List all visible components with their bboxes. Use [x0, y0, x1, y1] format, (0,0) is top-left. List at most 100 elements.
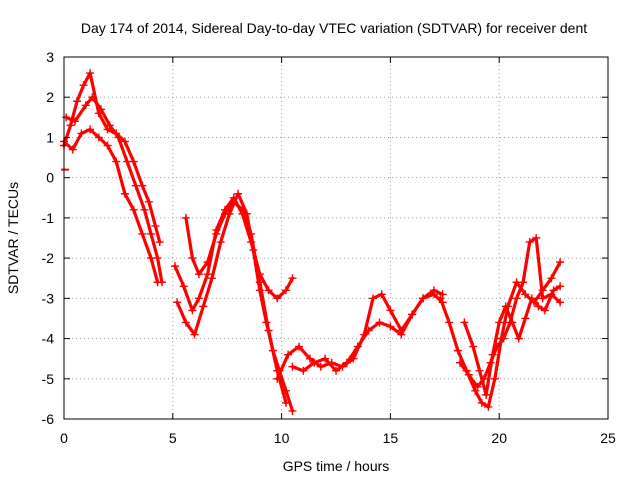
data-point	[105, 121, 114, 130]
series-track-h	[288, 290, 447, 375]
data-point	[123, 157, 132, 166]
data-point	[181, 318, 190, 327]
data-point	[495, 318, 504, 327]
data-point	[295, 342, 304, 351]
data-point	[207, 274, 216, 283]
data-point	[179, 282, 188, 291]
data-point	[534, 302, 543, 311]
data-point	[77, 129, 86, 138]
data-point	[508, 318, 517, 327]
data-point	[519, 278, 528, 287]
series-track-e	[170, 193, 297, 315]
series-track-c	[60, 125, 162, 287]
y-tick-label: 0	[46, 170, 54, 186]
data-point	[538, 294, 547, 303]
data-point	[386, 306, 395, 315]
data-point	[556, 258, 565, 267]
data-point	[216, 238, 225, 247]
series-line	[438, 260, 562, 409]
y-tick-label: 2	[46, 89, 54, 105]
data-point	[96, 105, 105, 114]
series-track-f	[181, 197, 290, 407]
data-point	[512, 294, 521, 303]
y-tick-label: -1	[42, 210, 55, 226]
data-point	[79, 81, 88, 90]
data-point	[181, 213, 190, 222]
data-point	[514, 334, 523, 343]
data-point	[194, 294, 203, 303]
data-point	[68, 145, 77, 154]
data-point	[353, 342, 362, 351]
data-point	[212, 229, 221, 238]
y-tick-label: -4	[42, 331, 55, 347]
data-point	[70, 117, 79, 126]
grid-lines	[64, 57, 608, 419]
data-point	[368, 294, 377, 303]
x-tick-label: 0	[60, 430, 68, 446]
data-point	[386, 322, 395, 331]
x-tick-label: 5	[169, 430, 177, 446]
data-point	[473, 382, 482, 391]
data-point	[288, 406, 297, 415]
data-point	[264, 286, 273, 295]
data-point	[501, 302, 510, 311]
plot-frame	[63, 56, 609, 420]
data-point	[499, 334, 508, 343]
data-point	[66, 121, 75, 130]
data-point	[129, 205, 138, 214]
data-point	[316, 362, 325, 371]
data-point	[194, 270, 203, 279]
data-point	[281, 286, 290, 295]
data-point	[284, 350, 293, 359]
y-tick-label: -5	[42, 371, 55, 387]
data-point	[453, 346, 462, 355]
series-line	[290, 292, 445, 373]
data-point	[397, 330, 406, 339]
series-line	[62, 127, 160, 284]
data-point	[310, 358, 319, 367]
data-point	[408, 310, 417, 319]
data-point	[299, 366, 308, 375]
data-point	[229, 197, 238, 206]
y-tick-label: 3	[46, 49, 54, 65]
data-point	[288, 362, 297, 371]
data-point	[436, 294, 445, 303]
data-point	[120, 189, 129, 198]
data-point	[445, 318, 454, 327]
data-point	[131, 181, 140, 190]
data-point	[155, 238, 164, 247]
data-point	[86, 125, 95, 134]
data-point	[255, 278, 264, 287]
data-point	[549, 286, 558, 295]
data-point	[234, 189, 243, 198]
tick-labels: 0 5 10 15 20 25 -6 -5 -4 -3 -2 -1 0 1 2 3	[42, 49, 616, 446]
data-point	[488, 350, 497, 359]
data-point	[203, 270, 212, 279]
series-line	[64, 95, 164, 284]
data-point	[221, 209, 230, 218]
data-point	[419, 294, 428, 303]
axis-ticks	[63, 56, 609, 420]
data-point	[364, 326, 373, 335]
data-point	[138, 229, 147, 238]
x-tick-label: 25	[600, 430, 616, 446]
data-series	[60, 69, 565, 415]
data-point	[144, 197, 153, 206]
data-point	[521, 290, 530, 299]
data-point	[469, 342, 478, 351]
x-tick-label: 20	[491, 430, 507, 446]
data-point	[88, 93, 97, 102]
data-point	[199, 302, 208, 311]
series-line	[62, 71, 162, 244]
data-point	[238, 205, 247, 214]
data-point	[521, 314, 530, 323]
data-point	[471, 386, 480, 395]
data-point	[305, 354, 314, 363]
data-point	[375, 318, 384, 327]
data-point	[190, 330, 199, 339]
x-tick-label: 10	[274, 430, 290, 446]
data-point	[140, 205, 149, 214]
series-track-d	[173, 189, 297, 415]
data-point	[153, 278, 162, 287]
